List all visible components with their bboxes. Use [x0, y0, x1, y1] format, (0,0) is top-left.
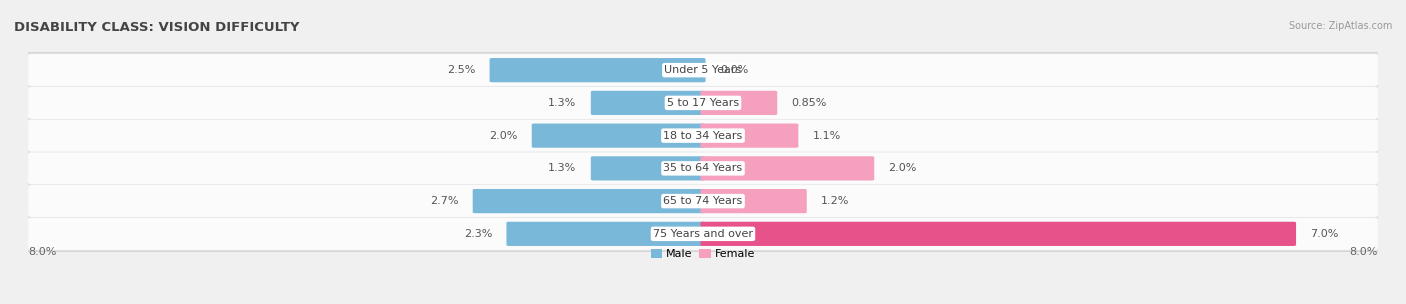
Text: 1.1%: 1.1% — [813, 131, 841, 141]
Text: Source: ZipAtlas.com: Source: ZipAtlas.com — [1288, 21, 1392, 31]
Text: 1.3%: 1.3% — [548, 98, 576, 108]
FancyBboxPatch shape — [700, 123, 799, 148]
Text: 1.3%: 1.3% — [548, 163, 576, 173]
Text: Under 5 Years: Under 5 Years — [665, 65, 741, 75]
Text: 2.0%: 2.0% — [889, 163, 917, 173]
Text: 8.0%: 8.0% — [28, 247, 56, 257]
FancyBboxPatch shape — [591, 91, 706, 115]
Text: 35 to 64 Years: 35 to 64 Years — [664, 163, 742, 173]
FancyBboxPatch shape — [28, 119, 1378, 152]
Text: DISABILITY CLASS: VISION DIFFICULTY: DISABILITY CLASS: VISION DIFFICULTY — [14, 21, 299, 34]
Text: 8.0%: 8.0% — [1350, 247, 1378, 257]
FancyBboxPatch shape — [28, 218, 1378, 250]
FancyBboxPatch shape — [28, 152, 1378, 185]
FancyBboxPatch shape — [700, 91, 778, 115]
FancyBboxPatch shape — [24, 85, 1382, 121]
FancyBboxPatch shape — [700, 222, 1296, 246]
FancyBboxPatch shape — [24, 216, 1382, 251]
Text: 65 to 74 Years: 65 to 74 Years — [664, 196, 742, 206]
FancyBboxPatch shape — [700, 156, 875, 181]
FancyBboxPatch shape — [506, 222, 706, 246]
FancyBboxPatch shape — [28, 87, 1378, 119]
Text: 2.5%: 2.5% — [447, 65, 475, 75]
Text: 0.85%: 0.85% — [792, 98, 827, 108]
Text: 75 Years and over: 75 Years and over — [652, 229, 754, 239]
FancyBboxPatch shape — [24, 151, 1382, 186]
FancyBboxPatch shape — [591, 156, 706, 181]
FancyBboxPatch shape — [24, 183, 1382, 219]
Text: 2.0%: 2.0% — [489, 131, 517, 141]
FancyBboxPatch shape — [24, 53, 1382, 88]
FancyBboxPatch shape — [531, 123, 706, 148]
Text: 2.3%: 2.3% — [464, 229, 492, 239]
Text: 5 to 17 Years: 5 to 17 Years — [666, 98, 740, 108]
Text: 18 to 34 Years: 18 to 34 Years — [664, 131, 742, 141]
FancyBboxPatch shape — [24, 118, 1382, 153]
Text: 1.2%: 1.2% — [821, 196, 849, 206]
FancyBboxPatch shape — [489, 58, 706, 82]
Legend: Male, Female: Male, Female — [647, 244, 759, 264]
Text: 2.7%: 2.7% — [430, 196, 458, 206]
FancyBboxPatch shape — [472, 189, 706, 213]
FancyBboxPatch shape — [28, 185, 1378, 217]
Text: 0.0%: 0.0% — [720, 65, 748, 75]
FancyBboxPatch shape — [28, 54, 1378, 86]
FancyBboxPatch shape — [700, 189, 807, 213]
Text: 7.0%: 7.0% — [1310, 229, 1339, 239]
